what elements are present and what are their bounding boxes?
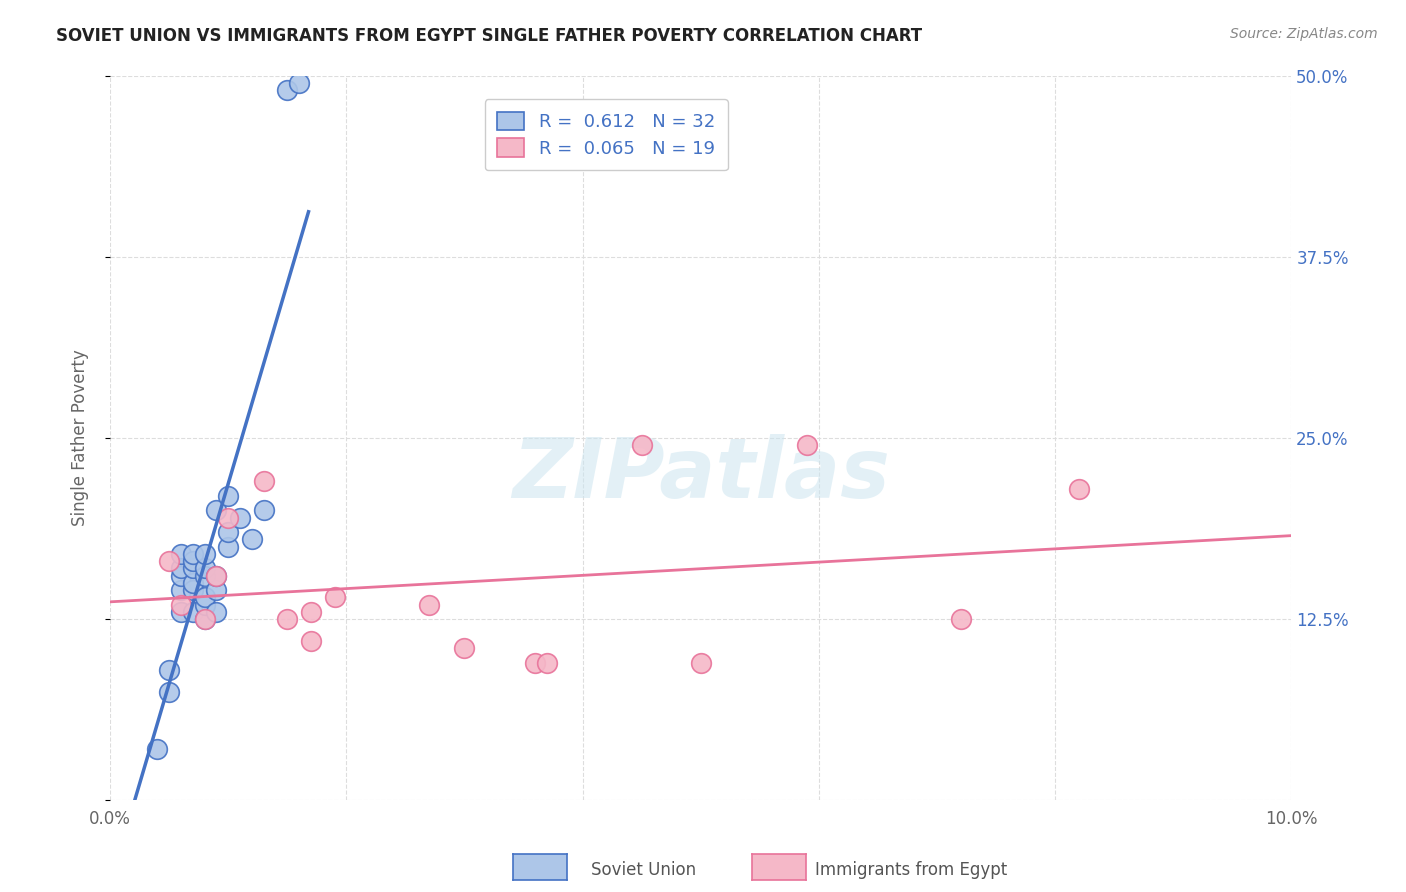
Point — [181, 582, 204, 597]
Point — [796, 438, 818, 452]
Point — [181, 575, 204, 590]
Point — [217, 525, 239, 540]
Point — [524, 656, 547, 670]
Point — [299, 633, 322, 648]
Point — [205, 605, 228, 619]
Point — [170, 568, 193, 582]
Point — [194, 547, 217, 561]
Point — [170, 547, 193, 561]
Point — [194, 612, 217, 626]
Point — [630, 438, 652, 452]
Point — [205, 503, 228, 517]
Point — [949, 612, 972, 626]
Point — [181, 554, 204, 568]
Point — [170, 582, 193, 597]
Point — [217, 540, 239, 554]
Point — [240, 533, 263, 547]
Point — [146, 742, 169, 756]
Legend: R =  0.612   N = 32, R =  0.065   N = 19: R = 0.612 N = 32, R = 0.065 N = 19 — [485, 99, 728, 170]
Point — [194, 568, 217, 582]
Point — [205, 568, 228, 582]
Y-axis label: Single Father Poverty: Single Father Poverty — [72, 350, 89, 526]
Point — [170, 561, 193, 575]
Point — [217, 510, 239, 524]
Point — [157, 554, 180, 568]
Text: SOVIET UNION VS IMMIGRANTS FROM EGYPT SINGLE FATHER POVERTY CORRELATION CHART: SOVIET UNION VS IMMIGRANTS FROM EGYPT SI… — [56, 27, 922, 45]
Point — [323, 591, 346, 605]
Point — [253, 503, 276, 517]
Point — [418, 598, 440, 612]
Text: Soviet Union: Soviet Union — [591, 861, 696, 879]
Point — [276, 612, 298, 626]
Point — [170, 598, 193, 612]
Point — [253, 475, 276, 489]
Point — [299, 605, 322, 619]
Text: Immigrants from Egypt: Immigrants from Egypt — [815, 861, 1008, 879]
Point — [194, 612, 217, 626]
Point — [170, 605, 193, 619]
Point — [536, 656, 558, 670]
Point — [181, 547, 204, 561]
Point — [194, 591, 217, 605]
Point — [288, 76, 311, 90]
Point — [229, 510, 252, 524]
Point — [205, 568, 228, 582]
Text: Source: ZipAtlas.com: Source: ZipAtlas.com — [1230, 27, 1378, 41]
Point — [194, 598, 217, 612]
Point — [181, 605, 204, 619]
Point — [217, 489, 239, 503]
Text: ZIPatlas: ZIPatlas — [512, 434, 890, 515]
Point — [181, 561, 204, 575]
Point — [276, 83, 298, 97]
Point — [194, 561, 217, 575]
Point — [157, 684, 180, 698]
Point — [205, 582, 228, 597]
Point — [157, 663, 180, 677]
Point — [453, 640, 475, 655]
Point — [689, 656, 711, 670]
Point — [1067, 482, 1090, 496]
